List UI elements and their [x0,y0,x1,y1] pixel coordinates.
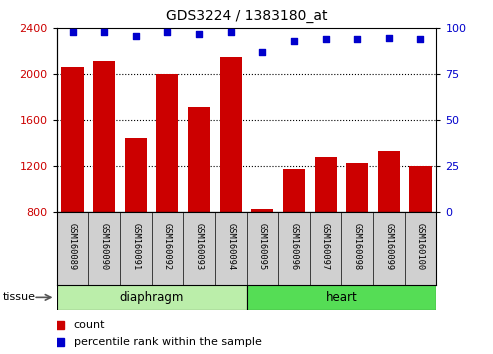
Point [195,31,203,37]
Point [69,29,76,35]
Text: GSM160091: GSM160091 [131,223,141,270]
Bar [251,209,274,212]
Point [100,29,108,35]
Bar [246,285,436,310]
Text: count: count [74,320,106,330]
Text: GSM160099: GSM160099 [385,223,393,270]
Text: GSM160097: GSM160097 [321,223,330,270]
Text: GSM160094: GSM160094 [226,223,235,270]
Bar [93,61,115,212]
Text: diaphragm: diaphragm [119,291,184,304]
Bar [346,163,368,212]
Text: GSM160096: GSM160096 [289,223,298,270]
Text: percentile rank within the sample: percentile rank within the sample [74,337,262,347]
Bar [125,138,147,212]
Point [227,29,235,35]
Text: GSM160090: GSM160090 [100,223,108,270]
Point [353,36,361,42]
Text: GSM160089: GSM160089 [68,223,77,270]
Point [417,36,424,42]
Bar [315,157,337,212]
Point [164,29,172,35]
Bar [219,57,242,212]
Text: GSM160093: GSM160093 [195,223,204,270]
Bar [378,152,400,212]
Text: tissue: tissue [2,292,35,302]
Bar [283,169,305,212]
Bar [188,107,210,212]
Text: GSM160100: GSM160100 [416,223,425,270]
Point [132,33,140,39]
Text: GSM160095: GSM160095 [258,223,267,270]
Bar [62,67,84,212]
Point [258,50,266,55]
Bar [409,166,431,212]
Text: GSM160092: GSM160092 [163,223,172,270]
Point [385,35,393,40]
Point [290,38,298,44]
Text: heart: heart [325,291,357,304]
Text: GSM160098: GSM160098 [352,223,362,270]
Text: GDS3224 / 1383180_at: GDS3224 / 1383180_at [166,9,327,23]
Point [321,36,329,42]
Bar [156,74,178,212]
Bar [57,285,246,310]
